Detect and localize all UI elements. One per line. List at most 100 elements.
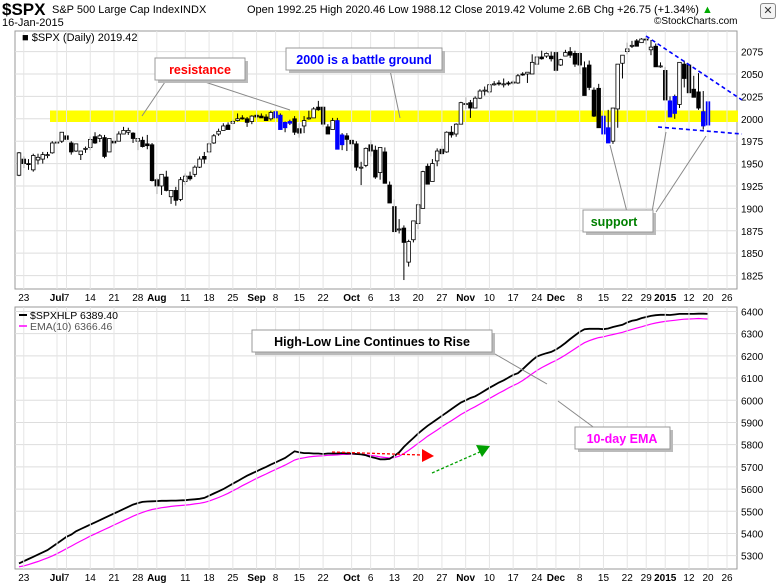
candle-body [192, 166, 198, 175]
candle-body [59, 131, 64, 142]
price-legend-text: $SPX (Daily) 2019.42 [32, 32, 138, 44]
candle-body [159, 173, 164, 187]
candle-body [539, 56, 544, 60]
price-x-tick-label: 14 [85, 293, 97, 304]
hlp-legend: $SPXHLP 6389.40 EMA(10) 6366.46 [19, 310, 118, 333]
price-x-tick-label: 20 [702, 293, 714, 304]
annotations: resistance 2000 is a battle ground suppo… [141, 35, 743, 474]
candle-body [477, 90, 483, 99]
hlp-x-tick-label: 29 [641, 573, 653, 584]
close-icon[interactable]: ✕ [760, 3, 776, 19]
price-x-tick-label: 2015 [654, 293, 677, 304]
price-x-tick-label: Sep [247, 293, 265, 304]
battle-label: 2000 is a battle ground [296, 53, 431, 67]
candle-body [268, 112, 274, 120]
candle-body [529, 61, 535, 75]
hlp-x-tick-label: 20 [702, 573, 714, 584]
candle-body [377, 147, 383, 173]
candle-body [211, 135, 217, 144]
hlp-x-tick-label: 15 [294, 573, 306, 584]
candle-body [610, 107, 616, 142]
candle-body [216, 130, 221, 135]
price-tick-label: 1950 [741, 160, 764, 171]
candle-body [173, 190, 179, 201]
candle-body [563, 52, 568, 57]
candle-body [50, 142, 55, 154]
candle-body [582, 67, 587, 96]
hlp-legend-text: $SPXHLP 6389.40 [30, 310, 118, 322]
hlp-tick-label: 5300 [741, 552, 764, 563]
price-x-tick-label: 15 [598, 293, 610, 304]
candle-body [97, 135, 102, 139]
candle-body [78, 150, 83, 156]
hlp-tick-label: 6300 [741, 330, 764, 341]
hl-box [251, 329, 493, 353]
candle-body [691, 88, 696, 98]
hlp-gridlines [15, 310, 737, 557]
candle-body [472, 97, 478, 109]
hlp-tick-label: 6400 [741, 307, 764, 318]
price-x-tick-label: 26 [721, 293, 733, 304]
candle-body [116, 133, 121, 142]
hlp-x-tick-label: Aug [147, 573, 166, 584]
hlp-tick-label: 5700 [741, 463, 764, 474]
support-leader-3 [655, 135, 707, 213]
price-x-tick-label: 27 [436, 293, 448, 304]
candle-body [16, 152, 22, 176]
candle-body [287, 121, 293, 124]
hlp-x-tick-label: 18 [204, 573, 216, 584]
candle-body [69, 142, 74, 153]
hlp-x-tick-label: 7 [64, 573, 70, 584]
price-x-tick-label: 24 [531, 293, 543, 304]
candle-body [591, 89, 597, 117]
price-x-tick-label: 22 [622, 293, 634, 304]
candle-body [225, 124, 231, 130]
candle-body [411, 220, 416, 241]
candle-body [149, 144, 155, 182]
price-tick-label: 1925 [741, 182, 764, 193]
hlp-tick-label: 5800 [741, 441, 764, 452]
candle-body [558, 59, 563, 66]
candle-body [263, 116, 269, 121]
price-x-tick-label: 10 [484, 293, 496, 304]
candle-body [92, 136, 98, 144]
candle-body [244, 118, 250, 123]
candle-body [401, 227, 407, 243]
hlp-x-tick-label: Jul [50, 573, 65, 584]
ohlc-summary: Open 1992.25 High 2020.46 Low 1988.12 Cl… [247, 4, 713, 16]
candle-body [387, 184, 392, 204]
price-x-tick-label: 22 [318, 293, 330, 304]
candle-body [587, 64, 592, 88]
candle-body [425, 165, 430, 185]
hlp-x-tick-label: Sep [247, 573, 265, 584]
price-x-tick-label: Dec [547, 293, 566, 304]
candle-body [572, 52, 578, 65]
price-legend-icon: ■ [22, 32, 29, 44]
hlp-x-tick-label: 25 [227, 573, 239, 584]
candle-body [249, 115, 255, 122]
candle-body [506, 82, 511, 85]
resistance-label: resistance [169, 63, 231, 77]
candle-body [259, 115, 264, 119]
resistance-callout-leader [204, 81, 291, 111]
candle-body [35, 156, 41, 161]
price-x-tick-label: 23 [18, 293, 30, 304]
candle-body [658, 65, 663, 68]
hlp-tick-label: 6200 [741, 352, 764, 363]
candle-body [444, 131, 449, 153]
candle-body [83, 147, 88, 150]
candle-body [354, 143, 359, 168]
rise-arrow-head [476, 445, 490, 457]
candle-body [501, 83, 506, 86]
candle-body [278, 114, 283, 130]
candle-body [240, 117, 245, 120]
price-x-tick-label: 15 [294, 293, 306, 304]
hlp-line [18, 312, 709, 565]
candle-body [339, 134, 345, 146]
hlp-ticks: 5300 5400 5500 5600 5700 5800 5900 6000 6100 6200… [741, 307, 764, 562]
price-legend: ■ $SPX (Daily) 2019.42 [22, 32, 138, 44]
price-x-tick-label: 18 [204, 293, 216, 304]
price-x-tick-label: 13 [389, 293, 401, 304]
hl-callout-leader [487, 349, 548, 385]
lower-trendline [657, 126, 743, 135]
